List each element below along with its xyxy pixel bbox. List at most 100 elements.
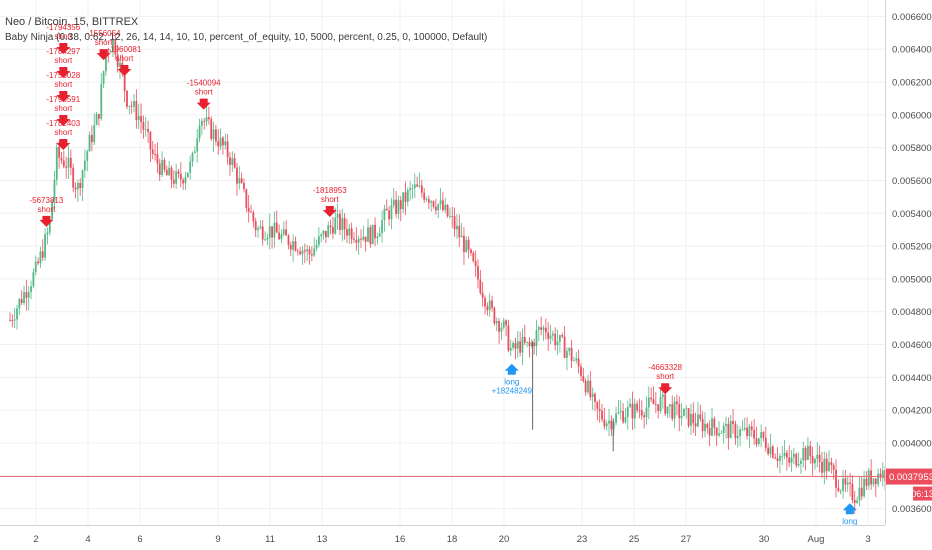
candle-body [680, 415, 683, 419]
candle-body [107, 51, 110, 53]
short-profit-label: -1794356 [46, 23, 80, 32]
candle-body [500, 327, 503, 332]
candle-body [853, 499, 856, 503]
candle-body [161, 159, 163, 175]
candle-body [238, 178, 241, 184]
short-label: short [38, 205, 57, 214]
candle-body [519, 341, 522, 353]
candle-body [62, 160, 65, 167]
candle-body [109, 51, 112, 53]
candle-body [619, 411, 622, 413]
candle-body [315, 244, 318, 249]
candle-body [584, 380, 587, 393]
candle-body [32, 272, 35, 287]
candle-body [20, 299, 23, 303]
candle-body [491, 300, 493, 308]
candle-body [402, 192, 405, 210]
candle-body [210, 119, 213, 140]
candle-body [186, 172, 189, 178]
candle-body [385, 208, 388, 211]
candle-body [308, 249, 311, 255]
candle-body [102, 71, 105, 85]
candle-body [544, 327, 547, 333]
candle-body [849, 482, 851, 484]
candle-body [200, 120, 203, 126]
candle-body [844, 478, 847, 485]
candle-body [657, 404, 660, 412]
candle-body [839, 490, 842, 492]
candle-body [140, 116, 142, 122]
candle-body [229, 157, 231, 165]
candle-body [610, 420, 613, 430]
candle-body [105, 51, 107, 72]
candle-body [320, 234, 323, 237]
candle-body [144, 129, 147, 130]
candle-body [685, 408, 688, 410]
price-axis-bg [885, 0, 932, 550]
price-tick-label: 0.00400000 [892, 438, 932, 449]
candle-body [313, 248, 316, 256]
short-profit-label: -5673813 [29, 196, 63, 205]
candle-body [348, 228, 351, 236]
short-label: short [95, 38, 114, 47]
candle-body [425, 199, 428, 200]
candle-body [654, 404, 657, 406]
candle-body [112, 39, 114, 52]
price-tick-label: 0.00440000 [892, 373, 932, 384]
candle-body [802, 448, 805, 461]
candle-body [750, 426, 753, 430]
candle-body [336, 213, 339, 218]
candle-body [643, 415, 646, 418]
candle-body [362, 236, 365, 240]
candle-body [224, 141, 227, 146]
candle-body [626, 407, 629, 418]
candle-body [778, 455, 781, 461]
candle-body [317, 236, 320, 245]
candle-body [119, 62, 121, 67]
candle-body [409, 188, 412, 191]
candle-body [404, 192, 407, 202]
candle-body [755, 438, 758, 445]
candle-body [147, 129, 149, 132]
candle-body [528, 341, 531, 347]
candle-body [231, 158, 234, 165]
candle-body [818, 454, 821, 463]
candle-body [776, 458, 779, 461]
price-axis[interactable]: 0.00660000 0.00640000 0.00620000 0.00600000… [885, 0, 932, 550]
candle-body [133, 101, 135, 107]
candle-body [767, 448, 770, 454]
candle-body [605, 423, 608, 427]
candle-body [114, 39, 117, 55]
candle-body [191, 152, 194, 162]
candle-body [807, 445, 809, 461]
candle-body [233, 158, 236, 168]
candle-body [16, 308, 18, 320]
candle-body [683, 408, 685, 416]
time-axis[interactable]: 2 4 6 9 11 13 16 18 20 23 25 27 30 Aug 3 [0, 525, 885, 546]
candle-body [746, 427, 748, 437]
candle-body [713, 418, 716, 428]
long-arrow-icon [504, 363, 519, 375]
price-tick-label: 0.00500000 [892, 274, 932, 285]
candle-body [521, 336, 524, 353]
candle-body [874, 478, 877, 485]
symbol-title: Neo / Bitcoin, 15, BITTREX [5, 16, 139, 28]
candle-body [266, 237, 269, 240]
candle-body [629, 403, 631, 408]
candle-body [771, 446, 774, 458]
candle-body [757, 438, 760, 445]
candle-body [577, 358, 580, 367]
candle-body [378, 233, 381, 237]
candle-body [650, 397, 653, 400]
candle-body [182, 179, 185, 184]
candle-body [636, 403, 639, 411]
trade-markers: short-5673813short-1782403short-1795591s… [29, 23, 857, 526]
candle-body [339, 213, 341, 230]
candle-body [252, 212, 255, 222]
candle-body [198, 125, 201, 139]
candle-body [406, 190, 409, 202]
time-tick-label: 20 [499, 534, 510, 545]
candle-body [264, 239, 266, 241]
